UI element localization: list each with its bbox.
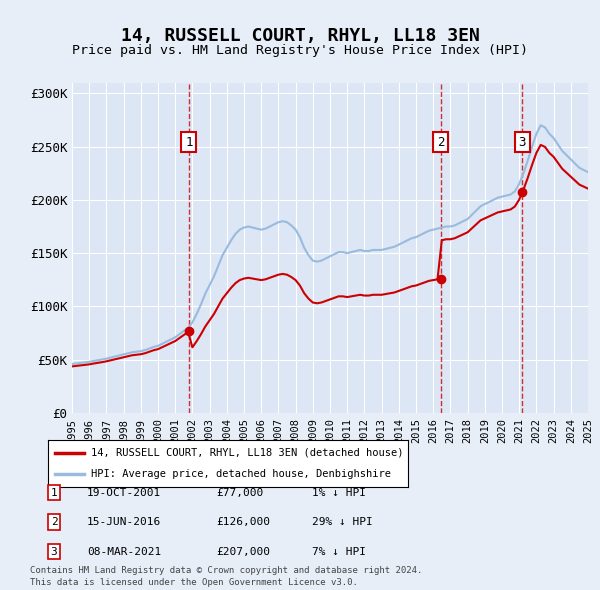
Text: 3: 3 [518, 136, 526, 149]
Text: 15-JUN-2016: 15-JUN-2016 [87, 517, 161, 527]
Text: 2: 2 [437, 136, 445, 149]
Text: £77,000: £77,000 [216, 488, 263, 497]
Text: £126,000: £126,000 [216, 517, 270, 527]
Text: 19-OCT-2001: 19-OCT-2001 [87, 488, 161, 497]
Text: 14, RUSSELL COURT, RHYL, LL18 3EN (detached house): 14, RUSSELL COURT, RHYL, LL18 3EN (detac… [91, 448, 404, 458]
Text: Price paid vs. HM Land Registry's House Price Index (HPI): Price paid vs. HM Land Registry's House … [72, 44, 528, 57]
Text: £207,000: £207,000 [216, 547, 270, 556]
Text: 2: 2 [50, 517, 58, 527]
Text: This data is licensed under the Open Government Licence v3.0.: This data is licensed under the Open Gov… [30, 578, 358, 587]
Text: 7% ↓ HPI: 7% ↓ HPI [312, 547, 366, 556]
Text: Contains HM Land Registry data © Crown copyright and database right 2024.: Contains HM Land Registry data © Crown c… [30, 566, 422, 575]
Text: 3: 3 [50, 547, 58, 556]
Text: 1% ↓ HPI: 1% ↓ HPI [312, 488, 366, 497]
Text: 29% ↓ HPI: 29% ↓ HPI [312, 517, 373, 527]
Text: 14, RUSSELL COURT, RHYL, LL18 3EN: 14, RUSSELL COURT, RHYL, LL18 3EN [121, 27, 479, 45]
Text: 1: 1 [185, 136, 193, 149]
Text: 08-MAR-2021: 08-MAR-2021 [87, 547, 161, 556]
Text: HPI: Average price, detached house, Denbighshire: HPI: Average price, detached house, Denb… [91, 468, 391, 478]
Text: 1: 1 [50, 488, 58, 497]
